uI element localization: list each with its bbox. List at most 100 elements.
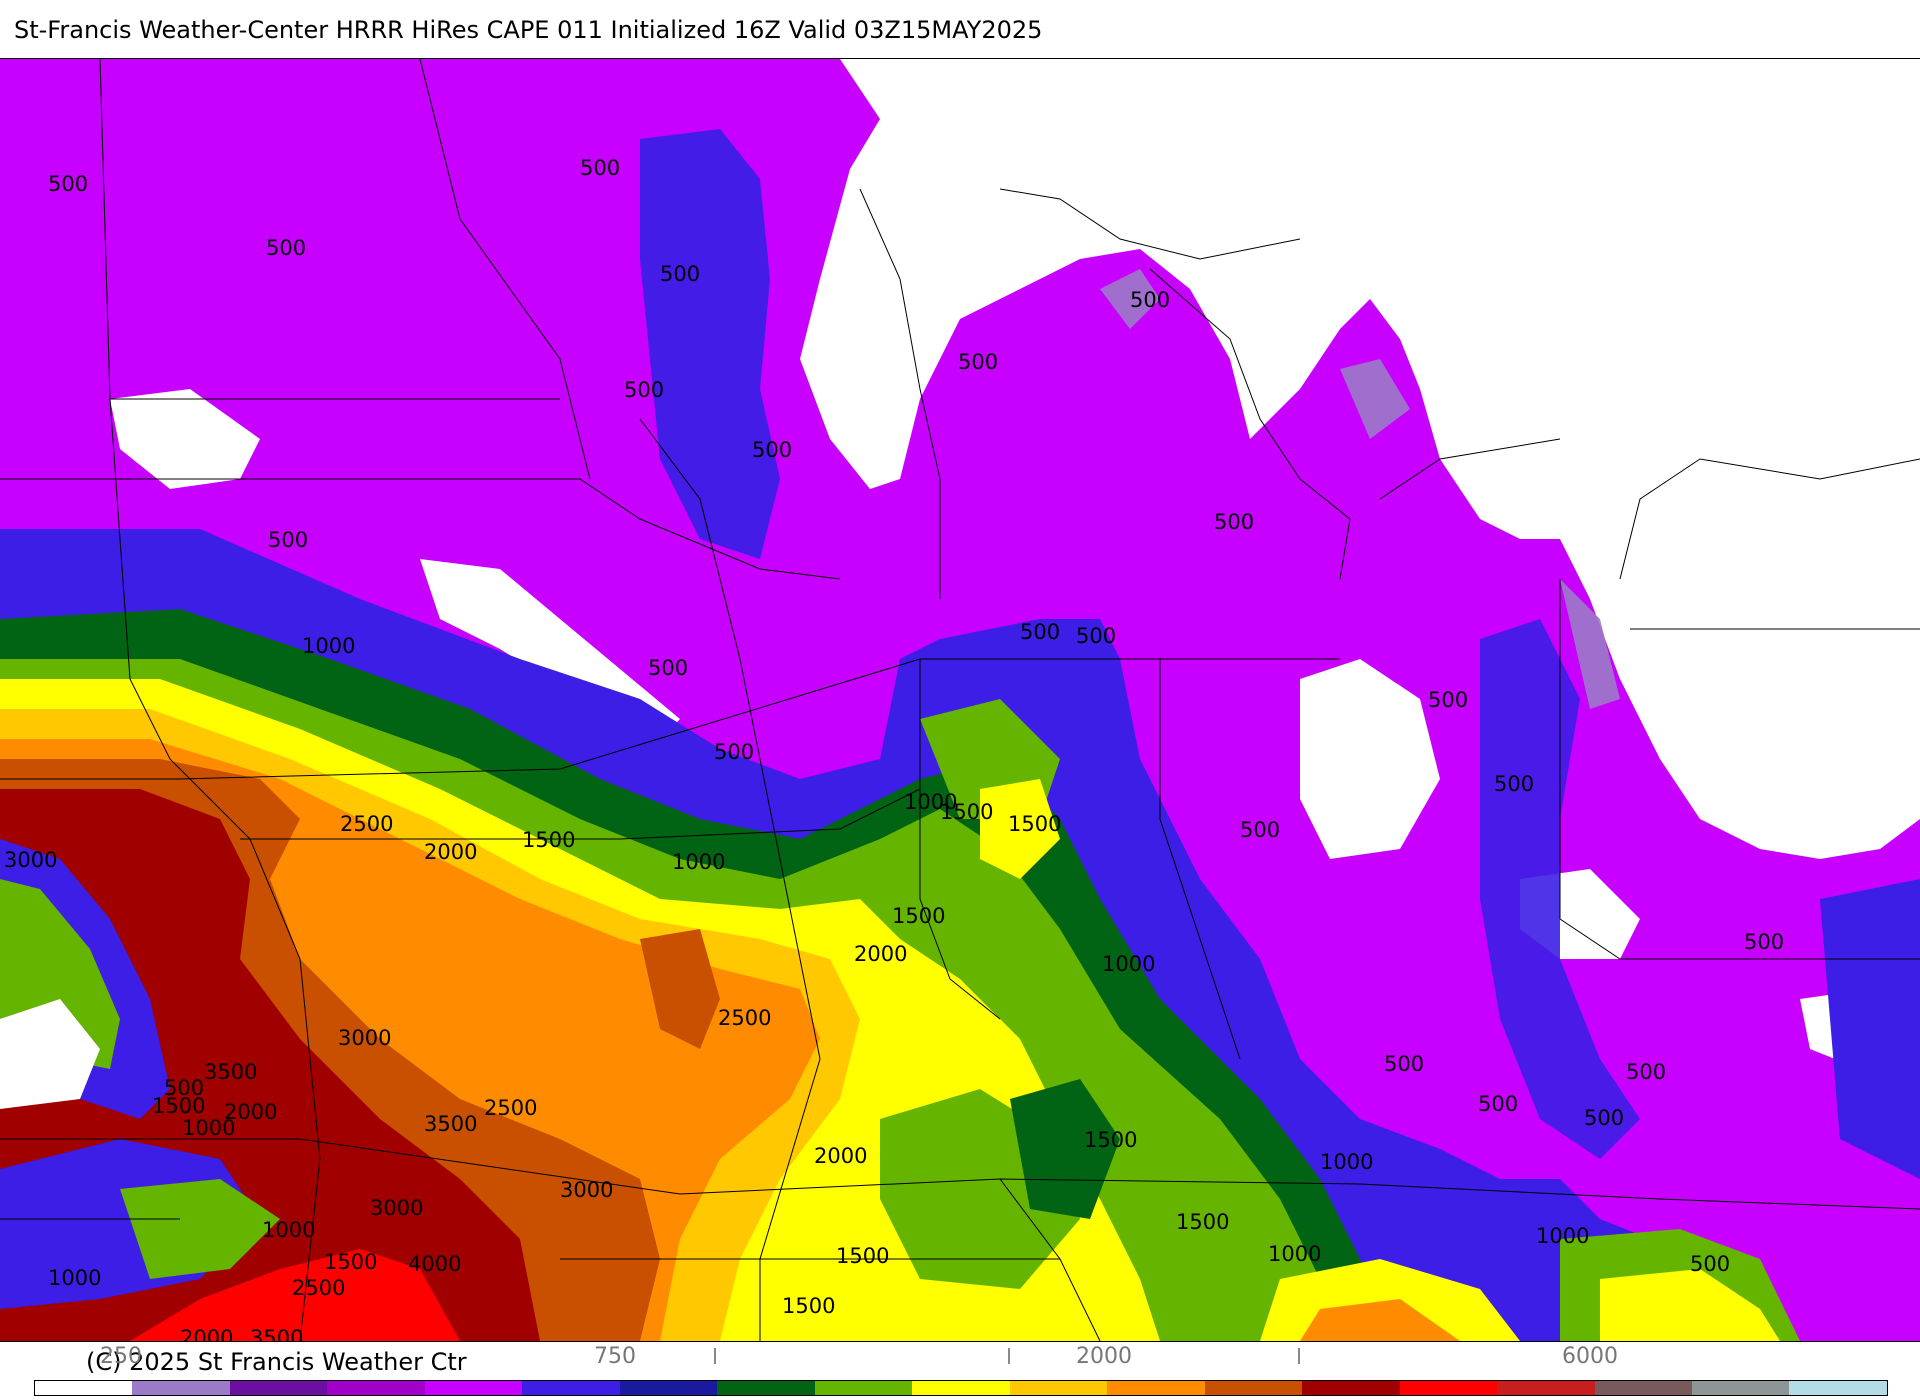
contour-label: 500: [958, 350, 998, 374]
contour-label: 1500: [522, 828, 575, 852]
contour-label: 1000: [1102, 952, 1155, 976]
legend-swatch: [1204, 1381, 1303, 1395]
contour-label: 500: [1690, 1252, 1730, 1276]
legend-tick-mark: [714, 1348, 716, 1364]
contour-label: 2500: [484, 1096, 537, 1120]
cape-map: 500 500 500 500 500 500 500 500 500 500 500 500 500 5…: [0, 58, 1920, 1342]
contour-label: 4000: [408, 1252, 461, 1276]
contour-label: 500: [580, 156, 620, 180]
legend-swatch: [912, 1381, 1010, 1395]
contour-label: 1000: [672, 850, 725, 874]
cape-500-band-north: [640, 129, 780, 559]
contour-label: 1000: [302, 634, 355, 658]
contour-label: 2500: [292, 1276, 345, 1300]
color-legend: [34, 1380, 1888, 1396]
legend-swatch: [132, 1381, 230, 1395]
legend-tick-mark: [1008, 1348, 1010, 1364]
contour-label: 500: [1384, 1052, 1424, 1076]
contour-label: 1000: [48, 1266, 101, 1290]
contour-label: 500: [1744, 930, 1784, 954]
cape-low-band-southwest-green: [120, 1179, 280, 1279]
contour-label: 500: [1478, 1092, 1518, 1116]
contour-label: 1500: [1558, 1338, 1611, 1341]
legend-tick-label: 250: [100, 1344, 142, 1369]
contour-label: 1000: [262, 1218, 315, 1242]
legend-tick-mark: [1298, 1348, 1300, 1364]
contour-label: 500: [1584, 1106, 1624, 1130]
boundary-lines: [0, 59, 1920, 1341]
legend-swatch: [424, 1381, 523, 1395]
contour-label: 1000: [182, 1116, 235, 1140]
legend-swatch: [717, 1381, 815, 1395]
cape-2000-band-southeast: [1300, 1299, 1460, 1341]
cape-1500-band-yellow-ne: [980, 779, 1060, 879]
contour-label: 500: [268, 528, 308, 552]
contour-label: 3500: [250, 1326, 303, 1341]
contour-label: 1500: [892, 904, 945, 928]
contour-label: 1000: [1536, 1224, 1589, 1248]
contour-label: 500: [648, 656, 688, 680]
contour-label: 3000: [370, 1196, 423, 1220]
contour-label: 1500: [782, 1294, 835, 1318]
contour-label: 1500: [324, 1250, 377, 1274]
legend-swatch: [1302, 1381, 1400, 1395]
legend-swatch: [1399, 1381, 1498, 1395]
contour-label: 500: [1240, 818, 1280, 842]
contour-label: 2000: [854, 942, 907, 966]
contour-label: 2000: [814, 1144, 867, 1168]
legend-tick-label: 6000: [1562, 1344, 1618, 1369]
contour-label: 2500: [340, 812, 393, 836]
contour-label: 1500: [836, 1244, 889, 1268]
legend-swatch: [1594, 1381, 1692, 1395]
contour-label: 500: [164, 1076, 204, 1100]
contour-label: 2500: [718, 1006, 771, 1030]
contour-label: 3000: [560, 1178, 613, 1202]
contour-label: 1500: [1084, 1128, 1137, 1152]
legend-swatch: [1009, 1381, 1108, 1395]
legend-swatch: [1497, 1381, 1595, 1395]
contour-label: 3500: [424, 1112, 477, 1136]
zero-cape-hole-east: [1300, 659, 1440, 859]
contour-label: 1500: [1176, 1210, 1229, 1234]
zero-cape-region-northeast: [380, 59, 1920, 859]
contour-label: 1000: [1320, 1150, 1373, 1174]
contour-label: 2000: [424, 840, 477, 864]
contour-label: 500: [714, 740, 754, 764]
contour-label: 500: [1076, 624, 1116, 648]
cape-1500-band-far-southeast: [1600, 1269, 1780, 1341]
contour-label: 500: [1626, 1060, 1666, 1084]
legend-swatch: [1691, 1381, 1790, 1395]
contour-label: 500: [266, 236, 306, 260]
map-title: St-Francis Weather-Center HRRR HiRes CAP…: [14, 16, 1043, 44]
zero-cape-island-top: [1520, 59, 1560, 119]
contour-label: 500: [1428, 688, 1468, 712]
copyright-notice: (C) 2025 St Francis Weather Ctr: [86, 1348, 467, 1376]
legend-swatch: [522, 1381, 620, 1395]
contour-label: 500: [752, 438, 792, 462]
legend-swatch: [1789, 1381, 1887, 1395]
legend-tick-label: 750: [594, 1344, 636, 1369]
contour-label: 1000: [904, 790, 957, 814]
legend-swatch: [327, 1381, 425, 1395]
cape-4000-band-red: [130, 1249, 460, 1341]
cape-2500-band-brown-center: [640, 929, 720, 1049]
legend-swatch: [35, 1381, 133, 1395]
contour-label: 1500: [1008, 812, 1061, 836]
legend-swatch: [619, 1381, 718, 1395]
contour-label: 3500: [204, 1060, 257, 1084]
legend-swatch: [1107, 1381, 1205, 1395]
contour-label: 500: [1494, 772, 1534, 796]
contour-labels: 500 500 500 500 500 500 500 500 500 500 500 500 500 5…: [4, 156, 1784, 1341]
legend-swatch: [814, 1381, 913, 1395]
legend-tick-label: 2000: [1076, 1344, 1132, 1369]
contour-label: 3000: [4, 848, 57, 872]
cape-500-band-right-edge: [1820, 879, 1920, 1179]
contour-label: 500: [1214, 510, 1254, 534]
cape-1000-band-darkgreen-interior: [1010, 1079, 1120, 1219]
contour-label: 500: [1020, 620, 1060, 644]
contour-label: 1000: [1268, 1242, 1321, 1266]
contour-label: 500: [48, 172, 88, 196]
contour-label: 500: [624, 378, 664, 402]
zero-cape-hole-west: [110, 389, 260, 489]
contour-label: 500: [660, 262, 700, 286]
